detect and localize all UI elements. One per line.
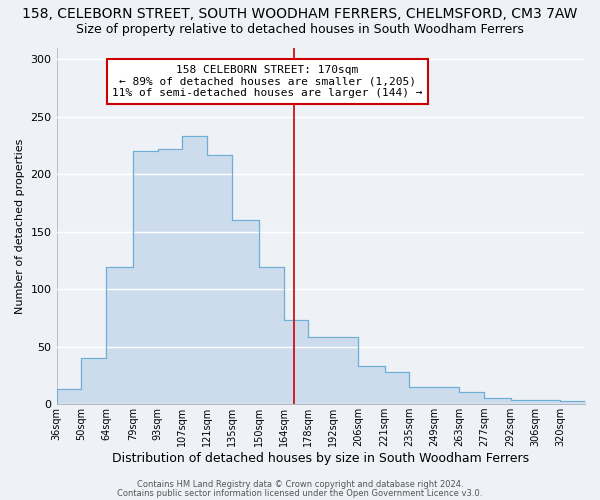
Y-axis label: Number of detached properties: Number of detached properties xyxy=(15,138,25,314)
Text: Contains public sector information licensed under the Open Government Licence v3: Contains public sector information licen… xyxy=(118,488,482,498)
X-axis label: Distribution of detached houses by size in South Woodham Ferrers: Distribution of detached houses by size … xyxy=(112,452,529,465)
Text: 158, CELEBORN STREET, SOUTH WOODHAM FERRERS, CHELMSFORD, CM3 7AW: 158, CELEBORN STREET, SOUTH WOODHAM FERR… xyxy=(22,8,578,22)
Text: 158 CELEBORN STREET: 170sqm
← 89% of detached houses are smaller (1,205)
11% of : 158 CELEBORN STREET: 170sqm ← 89% of det… xyxy=(112,65,423,98)
Text: Size of property relative to detached houses in South Woodham Ferrers: Size of property relative to detached ho… xyxy=(76,22,524,36)
Text: Contains HM Land Registry data © Crown copyright and database right 2024.: Contains HM Land Registry data © Crown c… xyxy=(137,480,463,489)
